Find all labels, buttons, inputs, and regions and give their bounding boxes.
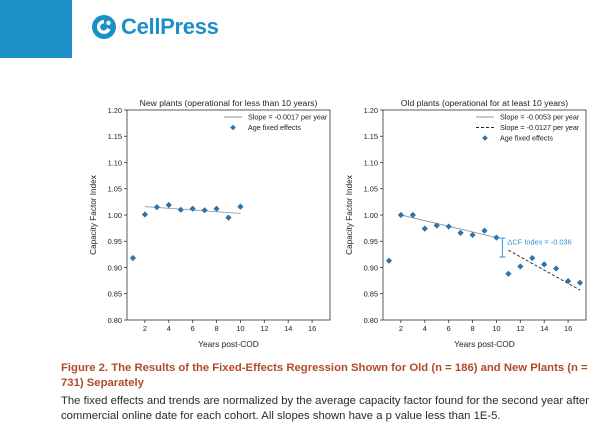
x-tick-label: 10 [492, 324, 500, 333]
age-fixed-effect-point [481, 227, 488, 234]
delta-cf-annotation: ΔCF Index = -0.036 [507, 238, 571, 247]
new-plants-panel: New plants (operational for less than 10… [89, 98, 331, 349]
age-fixed-effect-point [397, 211, 405, 219]
y-tick-label: 1.15 [108, 132, 122, 141]
age-fixed-effect-point [553, 265, 560, 272]
y-tick-label: 1.20 [108, 106, 122, 115]
chart-title: New plants (operational for less than 10… [140, 98, 318, 108]
legend-label: Slope = -0.0017 per year [248, 113, 328, 122]
x-tick-label: 10 [236, 324, 244, 333]
age-fixed-effect-point [385, 257, 393, 264]
age-fixed-effect-point [457, 229, 464, 236]
y-tick-label: 1.10 [364, 158, 378, 167]
age-fixed-effect-point [421, 225, 428, 232]
legend-label: Slope = -0.0127 per year [500, 123, 580, 132]
age-fixed-effect-point [564, 278, 572, 285]
age-fixed-effect-point [433, 222, 440, 229]
y-tick-label: 0.80 [108, 316, 122, 325]
y-axis-label: Capacity Factor Index [345, 175, 354, 255]
age-fixed-effect-point [225, 214, 232, 221]
plot-frame [382, 109, 587, 321]
dashed-trend-line [508, 249, 581, 291]
age-fixed-effect-point [576, 279, 584, 286]
y-tick-label: 0.85 [364, 290, 378, 299]
age-fixed-effect-point [493, 234, 500, 241]
y-tick-label: 1.05 [364, 185, 378, 194]
x-tick-label: 6 [447, 324, 451, 333]
age-fixed-effect-point [141, 211, 149, 218]
age-fixed-effect-point [189, 205, 196, 212]
old-plants-panel: Old plants (operational for at least 10 … [345, 98, 587, 349]
age-fixed-effect-point [201, 207, 208, 214]
age-fixed-effect-point [213, 205, 220, 212]
age-fixed-effect-point [541, 261, 548, 268]
x-tick-label: 14 [540, 324, 548, 333]
age-fixed-effect-point [237, 203, 244, 210]
y-tick-label: 1.05 [108, 185, 122, 194]
age-fixed-effect-point [409, 211, 416, 219]
x-axis-label: Years post-COD [454, 339, 515, 349]
y-tick-label: 1.00 [364, 211, 378, 220]
y-tick-label: 1.10 [108, 158, 122, 167]
y-tick-label: 0.90 [108, 263, 122, 272]
y-tick-label: 0.90 [364, 263, 378, 272]
x-tick-label: 12 [516, 324, 524, 333]
age-fixed-effect-point [129, 254, 137, 262]
figure-caption: Figure 2. The Results of the Fixed-Effec… [61, 361, 597, 424]
brand-logo: CellPress [91, 14, 219, 40]
x-tick-label: 12 [260, 324, 268, 333]
age-fixed-effect-point [153, 204, 160, 211]
y-tick-label: 1.00 [108, 211, 122, 220]
cellpress-logo-icon [92, 15, 116, 39]
legend-label: Age fixed effects [500, 134, 553, 143]
x-tick-label: 16 [564, 324, 572, 333]
brand-name: CellPress [121, 14, 219, 39]
x-tick-label: 8 [470, 324, 474, 333]
age-fixed-effect-point [165, 201, 172, 209]
age-fixed-effect-point [517, 263, 524, 270]
x-tick-label: 8 [214, 324, 218, 333]
x-tick-label: 6 [191, 324, 195, 333]
caption-title: Figure 2. The Results of the Fixed-Effec… [61, 362, 588, 389]
y-tick-label: 1.15 [364, 132, 378, 141]
x-tick-label: 2 [143, 324, 147, 333]
age-fixed-effect-point [505, 270, 512, 277]
x-tick-label: 14 [284, 324, 292, 333]
y-tick-label: 0.95 [108, 237, 122, 246]
y-tick-label: 0.80 [364, 316, 378, 325]
x-axis-label: Years post-COD [198, 339, 259, 349]
caption-body: The fixed effects and trends are normali… [61, 395, 589, 422]
chart-title: Old plants (operational for at least 10 … [401, 98, 568, 108]
age-fixed-effect-point [469, 231, 476, 239]
figure-2-charts: New plants (operational for less than 10… [89, 98, 587, 349]
age-fixed-effect-point [445, 223, 452, 230]
age-fixed-effect-point [529, 254, 536, 262]
legend-diamond-marker [482, 135, 488, 141]
age-fixed-effect-point [177, 206, 184, 213]
y-axis-label: Capacity Factor Index [89, 175, 98, 255]
header-blue-tab [0, 0, 72, 58]
x-tick-label: 2 [399, 324, 403, 333]
x-tick-label: 16 [308, 324, 316, 333]
y-tick-label: 0.85 [108, 290, 122, 299]
x-tick-label: 4 [423, 324, 427, 333]
legend-label: Age fixed effects [248, 123, 301, 132]
legend-diamond-marker [230, 124, 236, 131]
y-tick-label: 1.20 [364, 106, 378, 115]
x-tick-label: 4 [167, 324, 171, 333]
y-tick-label: 0.95 [364, 237, 378, 246]
legend-label: Slope = -0.0053 per year [500, 113, 580, 122]
